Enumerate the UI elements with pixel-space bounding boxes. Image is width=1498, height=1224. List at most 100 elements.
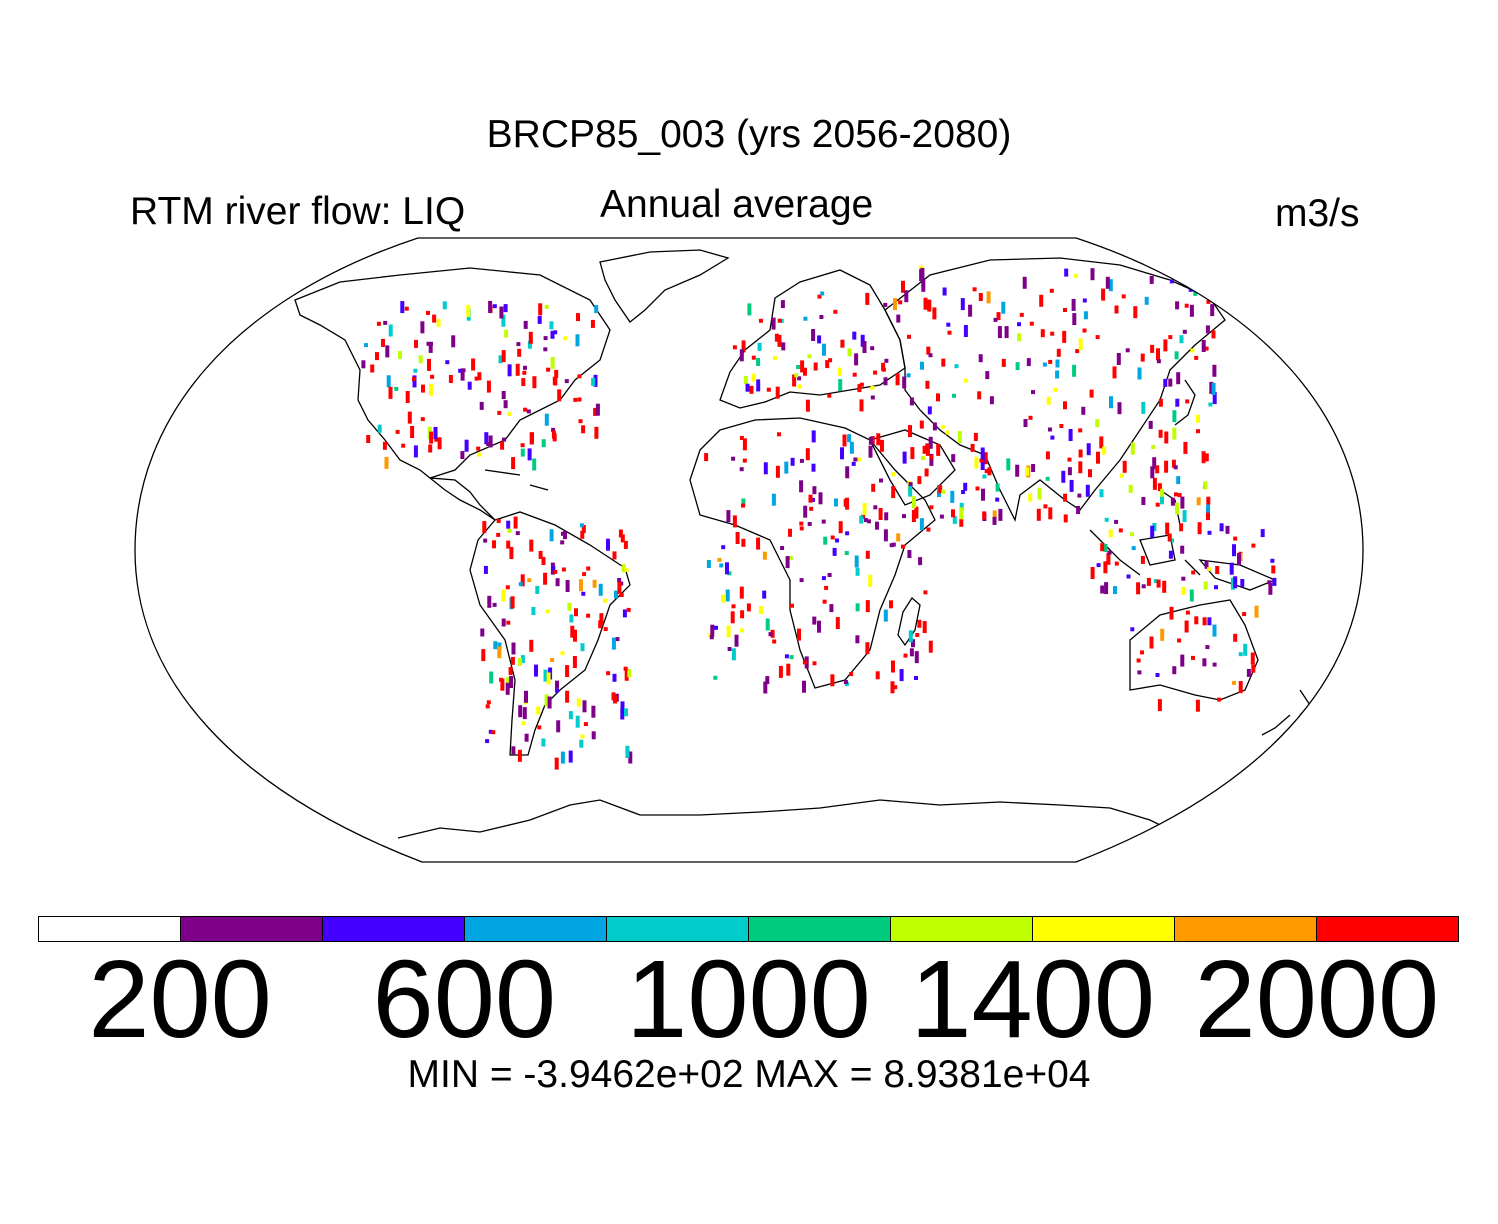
river-cell: [849, 672, 854, 677]
river-cell: [828, 358, 833, 363]
river-cell: [1037, 487, 1042, 500]
river-cell: [1212, 392, 1217, 405]
river-cell: [749, 385, 754, 394]
river-cell: [1055, 359, 1060, 368]
river-cell: [993, 317, 998, 322]
river-cell: [496, 532, 501, 537]
river-cell: [1082, 298, 1087, 303]
river-cell: [1099, 489, 1104, 498]
river-cell: [732, 345, 737, 350]
river-cell: [426, 341, 431, 346]
river-cell: [1125, 348, 1130, 353]
river-cell: [735, 532, 740, 544]
river-cell: [1180, 654, 1185, 667]
caribbean-outline: [484, 469, 549, 491]
river-cell: [914, 676, 918, 680]
river-cell: [825, 360, 830, 369]
river-cell: [1140, 555, 1145, 564]
river-cell: [1180, 545, 1185, 554]
river-cell: [1168, 550, 1173, 559]
river-cell: [622, 609, 627, 618]
river-cell: [739, 436, 744, 440]
river-cell: [442, 301, 447, 310]
river-cell: [951, 454, 956, 463]
river-cell: [1082, 328, 1087, 333]
river-cell: [985, 371, 990, 380]
river-cell: [574, 608, 578, 617]
river-cell: [895, 373, 900, 386]
river-cell: [854, 555, 859, 568]
river-cell: [845, 531, 850, 536]
river-cell: [544, 304, 549, 309]
colorbar-box-2: [323, 917, 465, 941]
river-cell: [598, 620, 603, 629]
river-cell: [1137, 367, 1142, 380]
river-cell: [830, 535, 835, 540]
river-cell: [546, 672, 551, 685]
river-cell: [817, 294, 822, 299]
river-cell: [541, 738, 546, 747]
river-cell: [1251, 543, 1256, 548]
river-cell: [739, 628, 744, 633]
river-cell: [410, 426, 415, 438]
river-cell: [986, 291, 991, 304]
river-cell: [606, 671, 611, 676]
river-cell: [778, 665, 783, 678]
river-cell: [805, 399, 810, 412]
river-cell: [626, 607, 631, 612]
river-cell: [1083, 311, 1088, 320]
river-cell: [405, 391, 410, 403]
river-cell: [1165, 522, 1170, 535]
river-cell: [536, 706, 541, 715]
river-cell: [1246, 668, 1251, 677]
river-cell: [579, 579, 583, 592]
river-cell: [487, 595, 492, 608]
river-cell: [838, 521, 843, 534]
river-cell: [790, 603, 794, 608]
river-cell: [911, 639, 915, 648]
river-cell: [580, 530, 585, 539]
river-cell: [1141, 401, 1146, 414]
river-cell: [908, 425, 912, 438]
japan-outline: [1174, 379, 1196, 426]
river-cell: [765, 618, 770, 631]
river-cell: [1175, 398, 1180, 407]
river-cell: [803, 316, 808, 321]
river-cell: [1203, 481, 1208, 490]
river-cell: [963, 325, 968, 337]
river-cell: [570, 625, 575, 638]
river-cell: [1204, 560, 1209, 569]
river-cell: [506, 620, 511, 625]
river-cell: [582, 700, 587, 713]
river-cell: [577, 374, 582, 379]
river-cell: [1157, 699, 1162, 712]
river-cell: [1202, 658, 1207, 667]
river-cell: [834, 498, 838, 507]
river-cell: [902, 451, 907, 464]
river-cell: [1073, 273, 1078, 278]
river-cell: [881, 362, 886, 371]
river-cell: [507, 411, 512, 416]
river-cell: [1170, 497, 1175, 506]
river-cell: [1130, 442, 1135, 455]
river-cell: [959, 502, 964, 511]
river-cell: [867, 519, 871, 524]
river-cell: [1086, 443, 1091, 456]
river-cell: [517, 348, 522, 357]
colorbar-box-7: [1033, 917, 1175, 941]
river-cell: [941, 489, 946, 494]
river-cell: [1152, 523, 1157, 531]
river-cell: [1191, 655, 1195, 660]
river-cell: [534, 664, 538, 677]
river-cell: [777, 432, 781, 437]
river-cell: [1090, 268, 1095, 281]
river-cell: [1157, 483, 1162, 492]
river-cell: [1182, 329, 1187, 334]
river-cell: [619, 593, 624, 597]
river-cell: [921, 456, 926, 461]
river-cell: [486, 442, 491, 446]
river-cell: [731, 604, 736, 609]
river-cell: [1029, 321, 1034, 326]
river-cell: [812, 661, 817, 666]
river-cell: [538, 550, 543, 559]
